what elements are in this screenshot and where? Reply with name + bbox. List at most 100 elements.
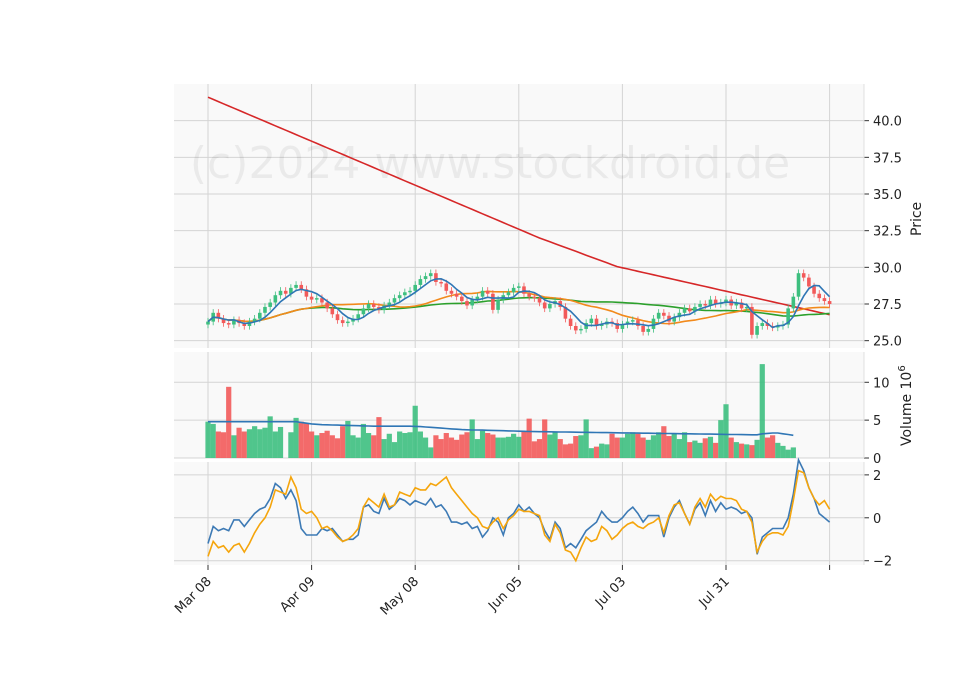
candle-body <box>418 279 423 285</box>
candle-body <box>506 292 511 296</box>
price-tick-label: 35.0 <box>873 188 902 203</box>
candle-body <box>630 320 635 322</box>
candle-body <box>755 326 759 335</box>
volume-bar <box>583 419 589 458</box>
candle-body <box>579 328 583 331</box>
candle-body <box>672 317 676 322</box>
x-tick-label: Jun 05 <box>485 574 525 614</box>
volume-bar <box>790 447 796 458</box>
volume-bar <box>267 416 273 458</box>
volume-bar <box>516 436 522 458</box>
price-tick-label: 25.0 <box>873 335 902 350</box>
price-tick-label: 27.5 <box>873 298 902 313</box>
volume-bar <box>707 436 714 458</box>
candle-body <box>242 323 247 326</box>
candle-body <box>252 318 257 322</box>
volume-bar <box>490 434 496 458</box>
candle-body <box>325 302 329 309</box>
candle-body <box>444 283 449 291</box>
price-tick-label: 37.5 <box>873 151 902 166</box>
oscillator-panel <box>207 457 831 563</box>
volume-bar <box>542 419 548 458</box>
volume-bar <box>764 437 771 458</box>
osc-tick-label: 2 <box>873 469 881 484</box>
candle-body <box>698 304 702 307</box>
volume-bar <box>340 426 346 458</box>
candle-body <box>480 290 485 297</box>
volume-bar <box>505 436 512 458</box>
candle-body <box>687 308 692 312</box>
volume-tick-label: 10 <box>873 376 890 391</box>
candle-body <box>744 306 749 309</box>
volume-bar <box>381 439 387 458</box>
candle-body <box>485 290 490 294</box>
candle-body <box>408 290 412 293</box>
candle-body <box>765 323 770 326</box>
volume-bar <box>402 433 408 458</box>
x-tick-label: Jul 03 <box>592 574 629 611</box>
volume-bar <box>303 423 310 458</box>
volume-bar <box>573 436 579 458</box>
volume-bar <box>666 436 672 458</box>
volume-bar <box>495 437 501 458</box>
volume-bar <box>759 364 765 458</box>
volume-bar <box>391 442 398 458</box>
volume-bar <box>687 442 693 458</box>
watermark: (c)2024 www.stockdroid.de <box>190 138 790 189</box>
volume-bar <box>407 432 413 458</box>
volume-bar <box>412 405 418 458</box>
oscillator-line <box>207 457 831 555</box>
volume-bar <box>568 443 574 458</box>
volume-bar <box>671 433 677 458</box>
candle-body <box>403 292 407 296</box>
candle-body <box>226 323 231 325</box>
volume-bar <box>252 426 258 458</box>
candle-body <box>258 312 262 319</box>
volume-bar <box>733 442 739 458</box>
price-tick-label: 32.5 <box>873 225 902 240</box>
candle-body <box>693 306 697 312</box>
candle-body <box>662 312 666 316</box>
volume-bar <box>298 421 304 458</box>
x-tick-label: Jul 31 <box>696 574 733 611</box>
volume-bar <box>443 433 449 458</box>
candle-body <box>434 273 438 282</box>
volume-bar <box>428 447 434 458</box>
candle-body <box>309 296 314 300</box>
candle-body <box>594 318 599 326</box>
volume-bar <box>718 420 724 458</box>
candle-body <box>812 286 816 294</box>
candle-body <box>491 293 495 310</box>
candle-body <box>206 321 210 325</box>
candle-body <box>283 290 288 294</box>
candle-body <box>439 282 443 284</box>
candle-body <box>232 320 236 325</box>
candle-body <box>387 302 392 306</box>
candle-body <box>527 293 531 297</box>
volume-bar <box>526 418 532 458</box>
candle-body <box>517 286 521 288</box>
volume-bar <box>702 438 708 458</box>
candle-body <box>750 306 754 335</box>
candle-body <box>573 326 578 331</box>
volume-bar <box>728 437 734 458</box>
price-tick-label: 40.0 <box>873 115 902 130</box>
candle-body <box>682 308 687 313</box>
candle-body <box>656 312 661 319</box>
candle-body <box>299 284 304 290</box>
volume-bar <box>205 421 211 458</box>
volume-bar <box>241 431 247 458</box>
volume-bar <box>500 437 506 458</box>
volume-bar <box>210 423 216 458</box>
candle-body <box>817 293 822 299</box>
volume-bar <box>770 435 776 458</box>
candle-body <box>646 328 651 332</box>
volume-bar <box>521 431 527 458</box>
volume-bar <box>609 433 615 458</box>
volume-bar <box>417 431 423 458</box>
candle-body <box>542 302 547 309</box>
candle-body <box>465 301 469 306</box>
candle-body <box>563 306 568 319</box>
volume-axis-exponent: 6 <box>897 365 908 371</box>
volume-bar <box>619 437 625 458</box>
